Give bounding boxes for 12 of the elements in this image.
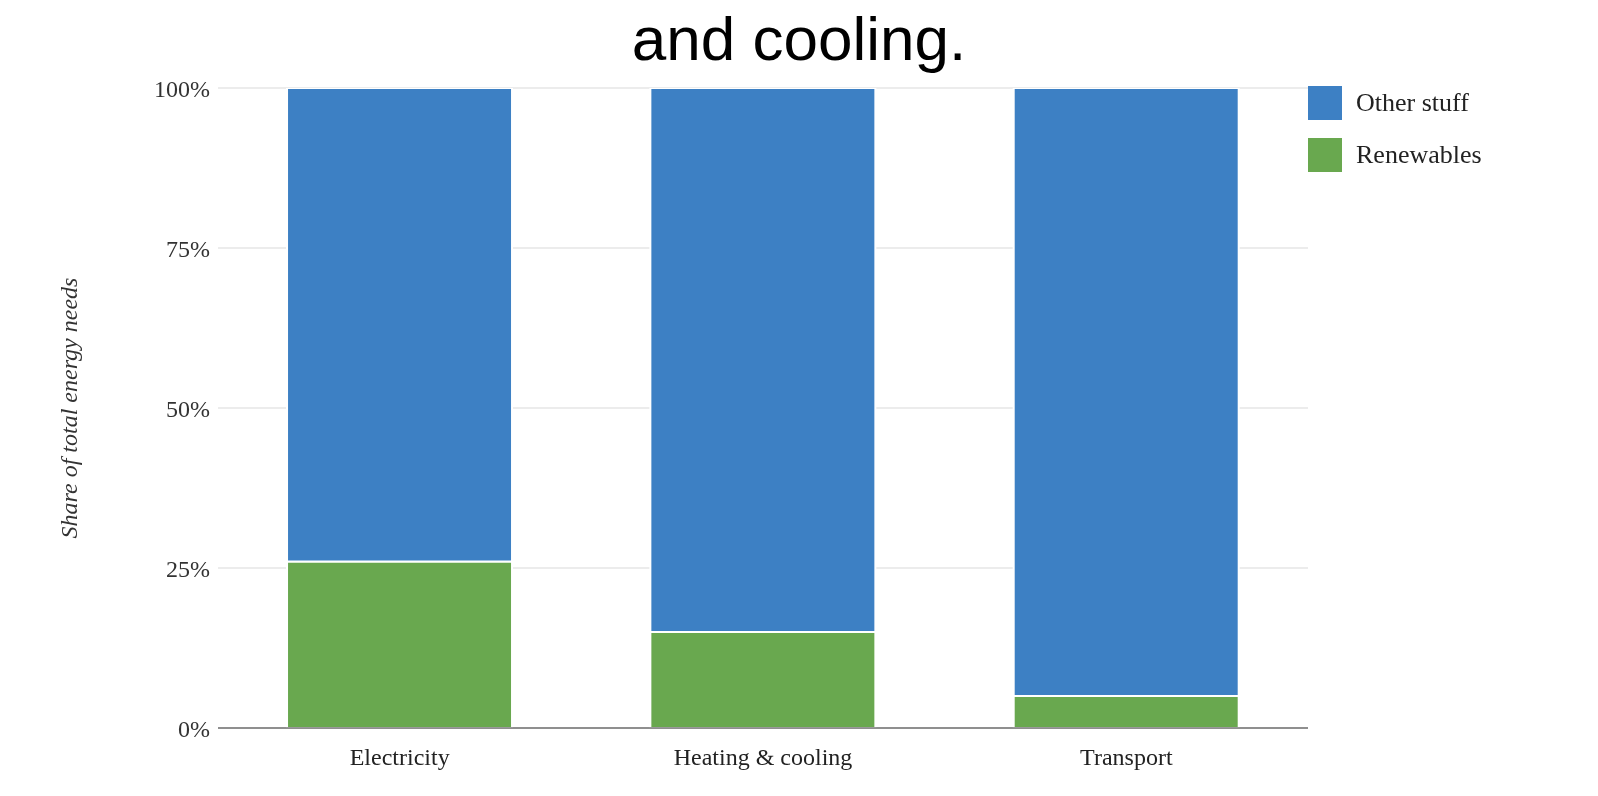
y-tick-label: 50% bbox=[166, 395, 210, 422]
x-tick-label: Electricity bbox=[349, 744, 450, 771]
y-axis-title: Share of total energy needs bbox=[55, 277, 82, 539]
y-tick-label: 75% bbox=[166, 235, 210, 262]
x-tick-label: Transport bbox=[1080, 744, 1173, 771]
y-tick-label: 100% bbox=[154, 75, 210, 102]
y-tick-label: 25% bbox=[166, 555, 210, 582]
chart-title: and cooling. bbox=[630, 4, 968, 74]
legend-label: Renewables bbox=[1356, 140, 1482, 170]
x-tick-label: Heating & cooling bbox=[673, 744, 853, 771]
text: Other stuff bbox=[1356, 88, 1469, 118]
y-tick-label: 0% bbox=[178, 715, 210, 742]
